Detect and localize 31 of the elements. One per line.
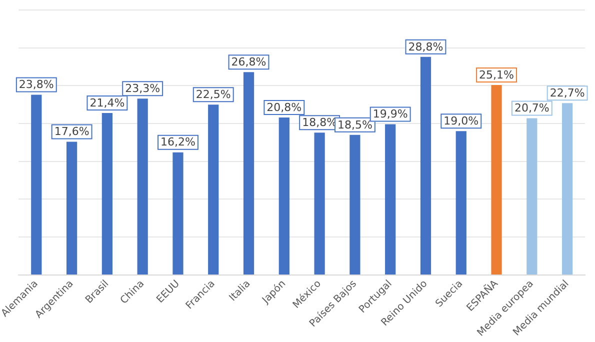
bar [385, 124, 396, 274]
data-label: 22,7% [550, 86, 585, 100]
bar [491, 84, 502, 274]
data-label: 25,1% [479, 68, 514, 82]
data-label: 19,0% [444, 114, 479, 128]
bar [66, 142, 78, 274]
bar [172, 152, 184, 274]
data-label: 17,6% [54, 125, 90, 138]
data-label: 19,9% [372, 108, 408, 121]
bar [31, 94, 42, 274]
data-label: 23,3% [125, 82, 160, 95]
data-label: 20,7% [514, 102, 550, 115]
bar [350, 134, 360, 274]
bar [420, 56, 432, 274]
data-label: 20,8% [266, 100, 302, 114]
bar [314, 132, 325, 274]
bar [526, 118, 538, 274]
data-label: 23,8% [18, 78, 54, 92]
bar [278, 117, 290, 274]
bar [562, 103, 573, 274]
bar [208, 104, 219, 274]
bar [243, 72, 254, 274]
bar [456, 131, 466, 274]
data-label: 26,8% [231, 55, 266, 68]
data-label: 22,5% [196, 88, 231, 101]
bar [102, 112, 112, 274]
data-label: 18,5% [337, 118, 372, 132]
data-label: 21,4% [90, 96, 125, 110]
data-label: 16,2% [160, 136, 196, 149]
data-label: 28,8% [408, 40, 444, 54]
bar [137, 98, 148, 274]
